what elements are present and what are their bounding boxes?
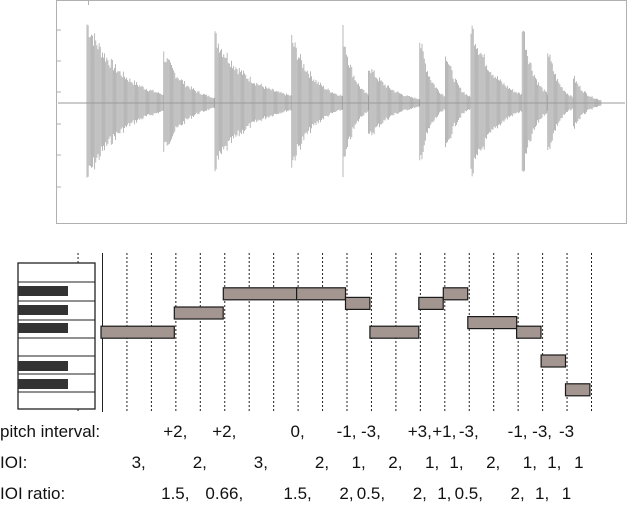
waveform-burst (547, 53, 574, 150)
feature-rows: pitch interval: +2, +2, 0, -1, -3, +3, +1, -3, -1… (0, 422, 584, 503)
waveform-burst-path (214, 31, 292, 172)
feature-row-value: -3 (559, 422, 574, 441)
feature-row-value: 2, (388, 453, 402, 472)
waveform-burst (342, 25, 369, 178)
waveform-burst-path (291, 34, 343, 168)
feature-row-value: +2, (212, 422, 236, 441)
feature-row-value: 1, (352, 453, 366, 472)
feature-row-label: IOI ratio: (0, 484, 65, 503)
note-bar (564, 383, 591, 397)
waveform-burst-path (368, 69, 420, 136)
waveform-panel (56, 0, 627, 224)
waveform-burst (163, 51, 215, 152)
waveform-burst (573, 75, 602, 129)
feature-row-value: 2, (511, 484, 525, 503)
note-bar (296, 287, 347, 301)
feature-row-value: 1.5, (283, 484, 311, 503)
feature-row-value: 1, (523, 453, 537, 472)
waveform-burst-path (445, 56, 472, 148)
black-key (18, 323, 68, 333)
waveform-burst (521, 30, 548, 172)
waveform-burst-path (163, 51, 215, 152)
feature-row-value: -3, (532, 422, 552, 441)
feature-row-value: 1 (574, 453, 583, 472)
note-bar (442, 287, 469, 301)
feature-row-value: 2, (486, 453, 500, 472)
feature-row-value: -1, (508, 422, 528, 441)
feature-row-value: 1 (562, 484, 571, 503)
feature-row-label: IOI: (0, 453, 27, 472)
black-key (18, 305, 68, 315)
feature-row-value: 1, (425, 453, 439, 472)
waveform-burst (214, 31, 292, 172)
feature-row-value: 0.66, (205, 484, 243, 503)
feature-row-value: 2, (193, 453, 207, 472)
waveform-burst-path (342, 25, 369, 178)
note-bar (369, 325, 420, 339)
black-key (18, 361, 68, 371)
waveform-ticks (56, 0, 89, 188)
feature-row-label: pitch interval: (0, 422, 100, 441)
waveform-burst-path (419, 42, 446, 161)
feature-row-value: +2, (163, 422, 187, 441)
waveform-burst (470, 25, 522, 177)
note-bar (540, 354, 567, 368)
waveform-burst-path (521, 30, 548, 172)
waveform-frame (56, 0, 627, 224)
feature-row-value: -3, (361, 422, 381, 441)
waveform-burst (445, 56, 472, 148)
feature-row-value: 0.5, (455, 484, 483, 503)
note-bar (344, 296, 371, 310)
note-bars (100, 287, 591, 397)
black-key (18, 286, 68, 296)
waveform-burst (86, 24, 164, 178)
feature-row: pitch interval: +2, +2, 0, -1, -3, +3, +1, -3, -1… (0, 422, 574, 441)
waveform-burst (291, 34, 343, 168)
feature-row-value: 1, (449, 453, 463, 472)
feature-row-value: 3, (254, 453, 268, 472)
feature-row-value: 0, (291, 422, 305, 441)
feature-row-value: 1, (437, 484, 451, 503)
waveform-burst-path (86, 24, 164, 178)
feature-row-value: 0.5, (357, 484, 385, 503)
feature-row-value: 2, (413, 484, 427, 503)
waveform-burst-path (573, 75, 602, 129)
feature-row-value: +1, (432, 422, 456, 441)
note-bar (467, 316, 518, 330)
feature-row: IOI ratio: 1.5, 0.66, 1.5, 2, 0.5, 2, 1, 0.5, 2, 1… (0, 484, 571, 503)
waveform-burst-path (470, 25, 522, 177)
feature-row-value: 2, (315, 453, 329, 472)
waveform-burst (419, 42, 446, 161)
feature-row-value: 1, (547, 453, 561, 472)
feature-row-value: -3, (459, 422, 479, 441)
piano-keyboard (17, 262, 96, 410)
note-bar (515, 325, 542, 339)
piano-roll (17, 253, 592, 412)
feature-row-value: 1.5, (161, 484, 189, 503)
feature-row-value: -1, (337, 422, 357, 441)
waveform-burst-path (547, 53, 574, 150)
black-key (18, 379, 68, 389)
feature-row-value: 1, (535, 484, 549, 503)
note-bar (418, 296, 444, 310)
feature-row-value: +3, (408, 422, 432, 441)
feature-row-value: 2, (339, 484, 353, 503)
note-bar (100, 325, 175, 339)
waveform-bursts (58, 24, 625, 178)
feature-row: IOI: 3, 2, 3, 2, 1, 2, 1, 1, 2, 1, 1, 1 (0, 453, 584, 472)
waveform-burst (368, 69, 420, 136)
note-bar (222, 287, 298, 301)
note-bar (173, 306, 224, 320)
feature-row-value: 3, (132, 453, 146, 472)
